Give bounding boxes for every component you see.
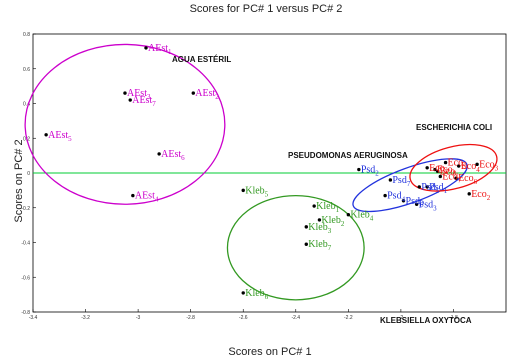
cluster-ellipse xyxy=(24,43,226,205)
cluster-ellipse xyxy=(409,143,498,192)
data-point xyxy=(467,192,471,196)
data-point xyxy=(425,185,429,189)
group-label-escherichia-coli: ESCHERICHIA COLI xyxy=(416,123,492,132)
x-tick-label: -2.8 xyxy=(186,315,195,321)
point-label: AEst4 xyxy=(135,191,159,204)
chart-title: Scores for PC# 1 versus PC# 2 xyxy=(190,3,343,15)
x-tick-label: -1.8 xyxy=(449,315,458,321)
point-label: Psd6 xyxy=(406,196,424,209)
data-point xyxy=(417,185,421,189)
x-tick-label: -2.2 xyxy=(344,315,353,321)
y-tick-label: -0.2 xyxy=(21,206,30,212)
point-label: Eco7 xyxy=(442,171,462,184)
data-point xyxy=(304,225,308,229)
data-point xyxy=(312,204,316,208)
point-label: Psd2 xyxy=(361,165,379,178)
x-tick-label: -3.2 xyxy=(81,315,90,321)
data-point xyxy=(304,242,308,246)
data-point xyxy=(157,152,161,156)
y-tick-label: 0 xyxy=(27,171,30,177)
data-point xyxy=(425,166,429,170)
data-point xyxy=(454,176,458,180)
point-label: Kleb4 xyxy=(350,210,373,223)
data-point xyxy=(241,291,245,295)
data-point xyxy=(475,162,479,167)
point-label: Eco2 xyxy=(471,189,491,202)
data-point xyxy=(433,167,437,172)
point-label: Psd5 xyxy=(421,182,439,195)
point-label: Kleb2 xyxy=(321,215,344,228)
group-label-klebsiella-oxytoca: KLEBSIELLA OXYTOCA xyxy=(380,316,472,325)
cluster-ellipses xyxy=(24,43,498,301)
data-point xyxy=(191,91,195,95)
point-label: Eco4 xyxy=(461,161,481,174)
x-tick-label: -2.4 xyxy=(291,315,300,321)
x-tick-label: -2 xyxy=(399,315,404,321)
point-label: AEst5 xyxy=(48,130,72,143)
point-label: Kleb1 xyxy=(316,201,339,214)
data-points xyxy=(44,46,479,295)
x-tick-label: -2.6 xyxy=(239,315,248,321)
point-labels: AEst1 AEst2 AEst3 AEst4 AEst5 AEst6 AEst7 Kleb1… xyxy=(48,43,499,301)
y-tick-label: -0.4 xyxy=(21,241,30,247)
cluster-ellipse xyxy=(226,194,365,301)
y-tick-label: 0.6 xyxy=(23,67,30,73)
point-label: Psd3 xyxy=(419,199,437,212)
point-label: Psd4 xyxy=(387,191,405,204)
point-label: Eco5 xyxy=(429,163,449,176)
point-label: Psd7 xyxy=(392,175,410,188)
y-tick-label: 0.8 xyxy=(23,32,30,38)
data-point xyxy=(414,202,419,206)
group-label-pseudomonas-aeruginosa: PSEUDOMONAS AERUGINOSA xyxy=(288,151,408,160)
x-axis-title: Scores on PC# 1 xyxy=(228,346,311,358)
x-tick-labels: -3.4 -3.2 -3 -2.8 -2.6 -2.4 -2.2 -2 -1.8 xyxy=(29,309,458,321)
point-label: Eco9 xyxy=(448,158,468,171)
data-point xyxy=(388,178,393,182)
point-label: Kleb6 xyxy=(245,288,268,301)
y-tick-label: -0.6 xyxy=(21,275,30,281)
point-label: Kleb3 xyxy=(308,222,331,235)
y-axis-title: Scores on PC# 2 xyxy=(13,139,25,222)
point-label: Eco3 xyxy=(479,159,499,172)
data-point xyxy=(443,160,448,165)
point-label: Kleb7 xyxy=(308,239,331,252)
point-label: Eco8 xyxy=(437,165,457,178)
data-point xyxy=(401,199,406,203)
data-point xyxy=(435,169,440,173)
point-label: AEst3 xyxy=(127,88,151,101)
point-label: Eco1 xyxy=(440,166,460,179)
data-point xyxy=(131,193,135,198)
data-point xyxy=(144,46,148,50)
data-point xyxy=(123,91,127,95)
point-label: Kleb5 xyxy=(245,185,268,198)
data-point xyxy=(383,193,387,198)
point-label: AEst6 xyxy=(161,149,185,162)
point-label: AEst2 xyxy=(195,88,219,101)
data-point xyxy=(438,174,443,179)
point-label: AEst7 xyxy=(132,95,156,108)
point-label: Eco6 xyxy=(458,173,478,186)
y-tick-label: -0.8 xyxy=(21,310,30,316)
data-point xyxy=(44,133,48,137)
data-point xyxy=(357,167,361,172)
point-label: AEst1 xyxy=(148,43,172,56)
x-tick-label: -3 xyxy=(136,315,141,321)
data-point xyxy=(457,164,461,168)
data-point xyxy=(128,98,132,102)
data-point xyxy=(346,213,351,217)
cluster-ellipse xyxy=(352,158,468,213)
point-label: Psd1 xyxy=(429,182,447,195)
data-point xyxy=(241,188,245,193)
y-tick-label: 0.4 xyxy=(23,102,30,108)
group-label-agua-esteril: AGUA ESTÉRIL xyxy=(172,55,231,64)
x-tick-label: -3.4 xyxy=(29,315,38,321)
data-point xyxy=(317,218,322,222)
